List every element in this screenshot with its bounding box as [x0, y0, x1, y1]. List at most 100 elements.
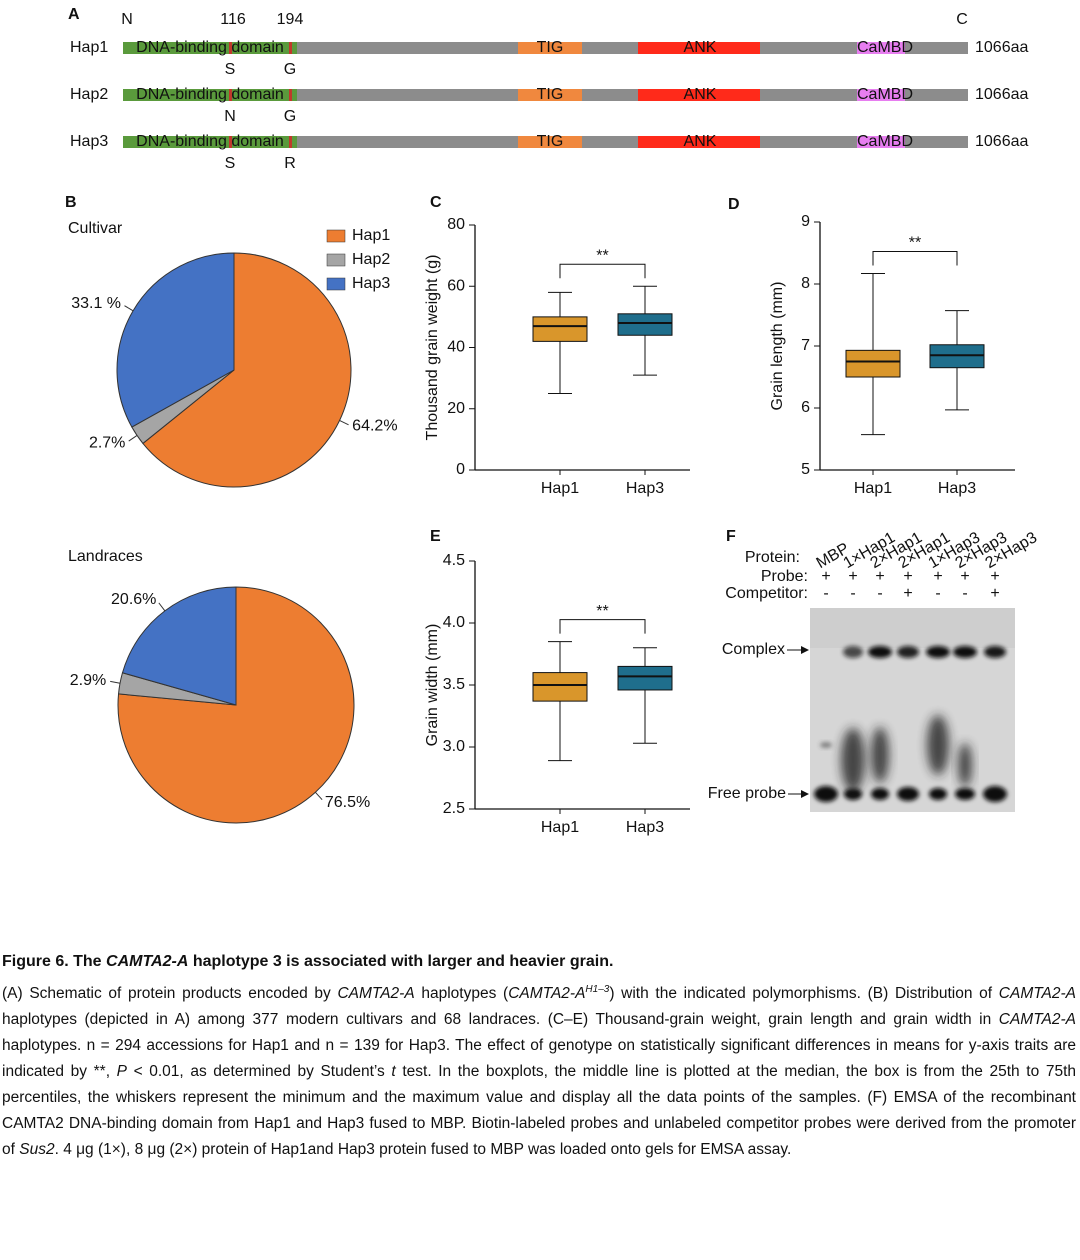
pie-title: Cultivar [68, 220, 123, 237]
lane-probe: + [990, 568, 999, 585]
box [617, 665, 673, 691]
panel-label: D [728, 196, 740, 213]
y-tick-label: 7 [801, 337, 810, 354]
domain [638, 89, 760, 101]
y-tick-label: 5 [801, 461, 810, 478]
free-probe-band [871, 788, 889, 800]
residue: G [284, 108, 296, 125]
significance-bracket [872, 250, 958, 266]
x-tick-label: Hap1 [541, 480, 579, 497]
significance-bracket [559, 263, 646, 279]
y-tick-label: 8 [801, 275, 810, 292]
legend-swatch [326, 253, 346, 267]
domain-label: TIG [537, 39, 564, 56]
smear [958, 743, 972, 787]
box [845, 349, 901, 378]
x-tick-label: Hap3 [938, 480, 976, 497]
leader-line [315, 791, 323, 801]
y-tick-label: 60 [447, 277, 465, 294]
caption-text: CAMTA2-A [106, 953, 189, 970]
box [532, 316, 588, 342]
residue: N [224, 108, 236, 125]
lane-competitor: - [962, 585, 967, 602]
legend-swatch [326, 277, 346, 291]
domain-label: DNA-binding domain [136, 133, 284, 150]
pie-value-label: 20.6% [111, 591, 156, 608]
domain-label: CaMBD [857, 39, 913, 56]
gel-row-label: Probe: [761, 568, 808, 585]
position-label: C [956, 11, 968, 28]
lane-probe: + [848, 568, 857, 585]
domain-label: CaMBD [857, 86, 913, 103]
gel-row-label: Competitor: [725, 585, 808, 602]
caption-text: (A) Schematic of protein products encode… [2, 985, 338, 1003]
panel-label: A [68, 6, 80, 23]
domain [123, 89, 297, 101]
significance-bracket [559, 619, 646, 634]
leader-line [110, 680, 121, 684]
domain-label: ANK [684, 86, 717, 103]
complex-band [984, 646, 1006, 658]
significance: ** [909, 235, 921, 252]
panel-label: B [65, 194, 77, 211]
residue: S [225, 155, 236, 172]
domain [123, 136, 297, 148]
lane-competitor: - [823, 585, 828, 602]
legend-label: Hap3 [352, 275, 390, 292]
significance: ** [596, 247, 608, 264]
significance: ** [596, 603, 608, 620]
y-tick-label: 0 [456, 461, 465, 478]
figure: A B C D E F N 116 194 C Hap1 DNA-binding domain TIG A… [65, 6, 1040, 836]
free-probe-band [897, 787, 919, 801]
haplotype-name: Hap2 [70, 86, 108, 103]
residue: S [225, 61, 236, 78]
domain [518, 136, 582, 148]
legend-label: Hap1 [352, 227, 390, 244]
box [532, 672, 588, 702]
lane-competitor: - [850, 585, 855, 602]
domain [638, 42, 760, 54]
domain-label: DNA-binding domain [136, 86, 284, 103]
box [617, 313, 673, 336]
pie-value-label: 2.7% [89, 435, 125, 452]
caption-body: (A) Schematic of protein products encode… [2, 977, 1076, 1163]
leader-line [158, 602, 166, 612]
caption-text: P [116, 1062, 127, 1080]
protein-length: 1066aa [975, 133, 1028, 150]
free-probe-band [955, 788, 975, 800]
leader-line [339, 420, 349, 426]
polymorphism-mark [229, 42, 232, 54]
band-label: Complex [722, 641, 785, 658]
caption-text: ) with the indicated polymorphisms. (B) … [609, 985, 999, 1003]
caption-text: haplotypes (depicted in A) among 377 mod… [2, 1011, 999, 1029]
complex-band [926, 646, 950, 658]
smear [927, 715, 949, 775]
polymorphism-mark [289, 136, 292, 148]
domain-label: TIG [537, 86, 564, 103]
faint-band [820, 742, 832, 748]
caption-text: haplotypes ( [414, 985, 509, 1003]
x-tick-label: Hap3 [626, 819, 664, 836]
free-probe-band [844, 788, 862, 800]
caption-text: haplotypes. n = 294 accessions for Hap1 … [2, 1036, 1076, 1080]
y-axis-label: Grain width (mm) [424, 624, 441, 747]
position-label: 194 [277, 11, 304, 28]
free-probe-band [983, 786, 1007, 802]
complex-band [843, 646, 863, 658]
caption: Figure 6. The CAMTA2-A haplotype 3 is as… [2, 953, 1076, 1163]
pie-slice [117, 586, 355, 824]
lane-probe: + [960, 568, 969, 585]
caption-text: H1–3 [585, 984, 610, 995]
caption-text: test. In the boxplots, the middle line i… [2, 1062, 1076, 1158]
y-axis-label: Thousand grain weight (g) [424, 255, 441, 441]
smear [871, 727, 889, 783]
protein-length: 1066aa [975, 86, 1028, 103]
pie-value-label: 64.2% [352, 418, 397, 435]
complex-band [897, 646, 919, 658]
legend-label: Hap2 [352, 251, 390, 268]
free-probe-band [929, 788, 947, 800]
haplotype-name: Hap3 [70, 133, 108, 150]
caption-text: haplotype 3 is associated with larger an… [188, 953, 614, 970]
pie-title: Landraces [68, 548, 143, 565]
